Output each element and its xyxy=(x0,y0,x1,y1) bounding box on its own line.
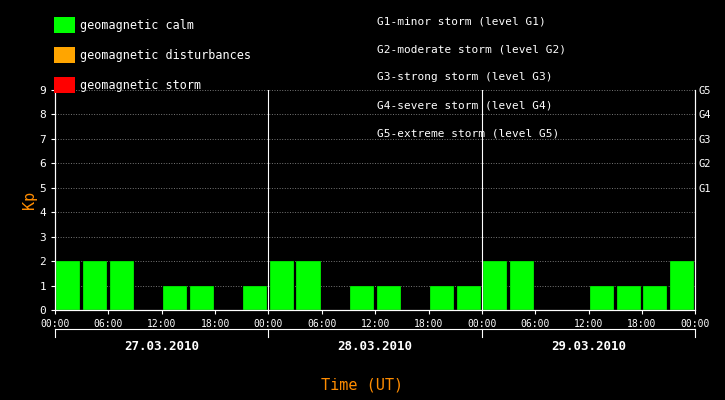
Bar xyxy=(83,261,107,310)
Bar xyxy=(590,286,614,310)
Text: 27.03.2010: 27.03.2010 xyxy=(124,340,199,352)
Text: 28.03.2010: 28.03.2010 xyxy=(338,340,413,352)
Bar xyxy=(163,286,187,310)
Bar xyxy=(57,261,80,310)
Bar xyxy=(376,286,400,310)
Text: G3-strong storm (level G3): G3-strong storm (level G3) xyxy=(377,72,552,82)
Text: G5-extreme storm (level G5): G5-extreme storm (level G5) xyxy=(377,128,559,138)
Bar xyxy=(243,286,267,310)
Text: geomagnetic disturbances: geomagnetic disturbances xyxy=(80,49,252,62)
Bar xyxy=(643,286,667,310)
Bar xyxy=(670,261,694,310)
Bar xyxy=(109,261,134,310)
Text: G4-severe storm (level G4): G4-severe storm (level G4) xyxy=(377,100,552,110)
Text: Time (UT): Time (UT) xyxy=(321,377,404,392)
Text: geomagnetic calm: geomagnetic calm xyxy=(80,19,194,32)
Bar xyxy=(430,286,454,310)
Bar xyxy=(484,261,508,310)
Bar xyxy=(350,286,374,310)
Text: G1-minor storm (level G1): G1-minor storm (level G1) xyxy=(377,16,546,26)
Y-axis label: Kp: Kp xyxy=(22,191,36,209)
Text: 29.03.2010: 29.03.2010 xyxy=(551,340,626,352)
Bar xyxy=(297,261,320,310)
Bar xyxy=(190,286,214,310)
Bar xyxy=(270,261,294,310)
Bar xyxy=(510,261,534,310)
Text: geomagnetic storm: geomagnetic storm xyxy=(80,79,202,92)
Text: G2-moderate storm (level G2): G2-moderate storm (level G2) xyxy=(377,44,566,54)
Bar xyxy=(616,286,641,310)
Bar xyxy=(457,286,481,310)
